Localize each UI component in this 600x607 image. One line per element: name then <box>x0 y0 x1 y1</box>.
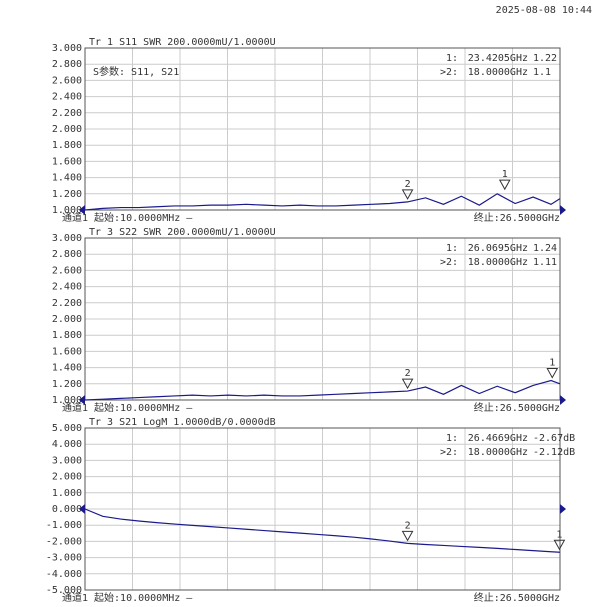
y-tick-label: 2.200 <box>52 298 82 309</box>
trace-title: Tr 1 S11 SWR 200.0000mU/1.0000U <box>89 37 276 48</box>
marker-id: 1 <box>502 169 508 180</box>
y-tick-label: -5.000 <box>46 585 82 596</box>
marker-prefix: >2: <box>440 447 458 458</box>
y-tick-label: 2.000 <box>52 314 82 325</box>
marker-value: 1.1 <box>533 67 551 78</box>
y-tick-label: 1.000 <box>52 205 82 216</box>
y-tick-label: 2.600 <box>52 75 82 86</box>
annotation: S参数: S11, S21 <box>93 65 179 78</box>
footer-start: 通道1 起始:10.0000MHz — <box>62 211 193 224</box>
marker-id: 2 <box>405 368 411 379</box>
trace <box>84 379 561 401</box>
y-tick-label: 0.000 <box>52 504 82 515</box>
y-tick-label: 1.400 <box>52 173 82 184</box>
reference-marker <box>560 395 566 405</box>
marker-id: 1 <box>556 529 562 540</box>
marker-prefix: 1: <box>446 53 458 64</box>
y-tick-label: 2.200 <box>52 108 82 119</box>
trace <box>84 193 561 211</box>
marker-id: 2 <box>405 520 411 531</box>
y-tick-label: 2.800 <box>52 59 82 70</box>
marker-value: 1.22 <box>533 53 557 64</box>
marker <box>401 378 414 390</box>
y-tick-label: 2.400 <box>52 92 82 103</box>
marker-frequency: 26.4669GHz <box>468 433 528 444</box>
marker-id: 2 <box>405 179 411 190</box>
plot-frame <box>84 237 561 401</box>
y-tick-label: -1.000 <box>46 520 82 531</box>
y-tick-label: 1.200 <box>52 379 82 390</box>
marker-frequency: 18.0000GHz <box>468 257 528 268</box>
y-tick-label: -2.000 <box>46 536 82 547</box>
y-tick-label: 2.000 <box>52 472 82 483</box>
trace-title: Tr 3 S21 LogM 1.0000dB/0.0000dB <box>89 417 276 428</box>
y-tick-label: 1.800 <box>52 140 82 151</box>
y-tick-label: 4.000 <box>52 439 82 450</box>
footer-stop: 终止:26.5000GHz <box>474 401 560 414</box>
marker <box>401 189 414 200</box>
marker-frequency: 18.0000GHz <box>468 67 528 78</box>
y-tick-label: 1.800 <box>52 330 82 341</box>
y-tick-label: 2.800 <box>52 249 82 260</box>
reference-marker <box>560 504 566 514</box>
y-tick-label: 1.400 <box>52 363 82 374</box>
y-tick-label: -3.000 <box>46 553 82 564</box>
trace-title: Tr 3 S22 SWR 200.0000mU/1.0000U <box>89 227 276 238</box>
marker-prefix: >2: <box>440 257 458 268</box>
y-tick-label: 3.000 <box>52 455 82 466</box>
y-tick-label: 1.000 <box>52 395 82 406</box>
marker-value: -2.12dB <box>533 447 575 458</box>
reference-marker <box>560 205 566 215</box>
y-tick-label: 3.000 <box>52 233 82 244</box>
marker-value: 1.11 <box>533 257 557 268</box>
y-tick-label: 1.600 <box>52 346 82 357</box>
marker-id: 1 <box>549 358 555 369</box>
trace <box>84 508 561 553</box>
marker <box>401 530 414 542</box>
footer-stop: 终止:26.5000GHz <box>474 211 560 224</box>
marker-prefix: 1: <box>446 243 458 254</box>
timestamp: 2025-08-08 10:44 <box>496 5 592 16</box>
reference-marker <box>79 395 85 405</box>
marker-prefix: 1: <box>446 433 458 444</box>
marker-value: -2.67dB <box>533 433 575 444</box>
marker-frequency: 18.0000GHz <box>468 447 528 458</box>
y-tick-label: 1.200 <box>52 189 82 200</box>
marker-frequency: 23.4205GHz <box>468 53 528 64</box>
y-tick-label: 5.000 <box>52 423 82 434</box>
footer-start: 通道1 起始:10.0000MHz — <box>62 401 193 414</box>
plot-frame <box>84 47 561 211</box>
marker-frequency: 26.0695GHz <box>468 243 528 254</box>
reference-marker <box>79 205 85 215</box>
footer-stop: 终止:26.5000GHz <box>474 591 560 604</box>
y-tick-label: 1.000 <box>52 488 82 499</box>
marker-prefix: >2: <box>440 67 458 78</box>
y-tick-label: 2.000 <box>52 124 82 135</box>
marker <box>553 539 566 551</box>
marker <box>546 368 559 379</box>
y-tick-label: 3.000 <box>52 43 82 54</box>
marker <box>498 179 511 191</box>
y-tick-label: 2.600 <box>52 265 82 276</box>
marker-value: 1.24 <box>533 243 557 254</box>
y-tick-label: 2.400 <box>52 282 82 293</box>
y-tick-label: -4.000 <box>46 569 82 580</box>
reference-marker <box>79 504 85 514</box>
y-tick-label: 1.600 <box>52 156 82 167</box>
footer-start: 通道1 起始:10.0000MHz — <box>62 591 193 604</box>
